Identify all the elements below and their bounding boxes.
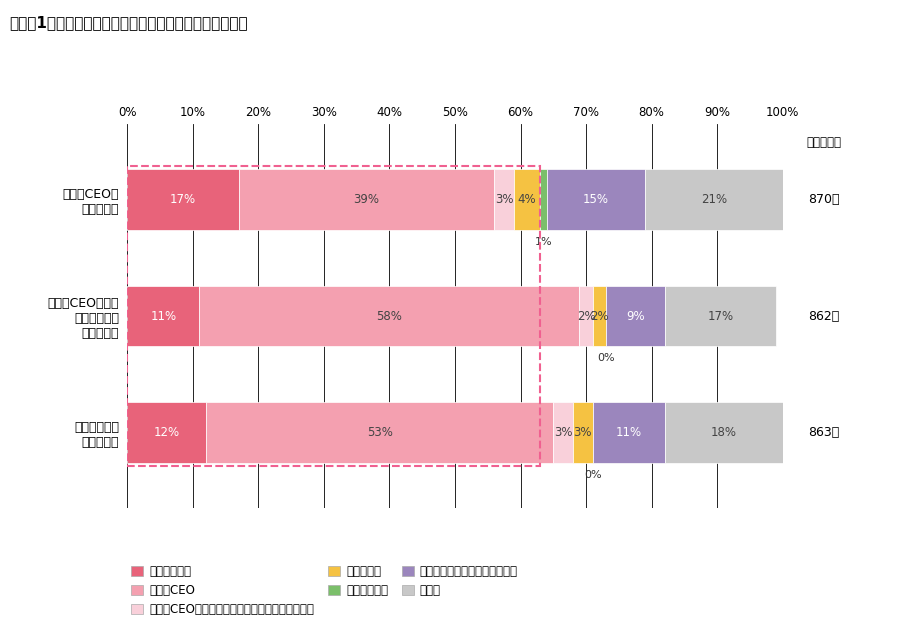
Text: 18%: 18% bbox=[711, 426, 736, 439]
Bar bbox=[541, 169, 547, 230]
Text: 11%: 11% bbox=[150, 310, 177, 322]
Text: 53%: 53% bbox=[367, 426, 392, 439]
Bar bbox=[127, 402, 206, 463]
Bar bbox=[206, 402, 553, 463]
Text: 862社: 862社 bbox=[808, 310, 839, 322]
Text: 39%: 39% bbox=[354, 193, 379, 206]
Text: 17%: 17% bbox=[707, 310, 733, 322]
Text: 4%: 4% bbox=[518, 193, 536, 206]
Text: 870社: 870社 bbox=[808, 193, 839, 206]
Text: 1%: 1% bbox=[535, 237, 552, 247]
Text: 3%: 3% bbox=[573, 426, 592, 439]
Bar bbox=[547, 169, 645, 230]
Bar bbox=[580, 286, 592, 347]
Bar bbox=[553, 402, 573, 463]
Text: 863社: 863社 bbox=[808, 426, 839, 439]
Text: 17%: 17% bbox=[170, 193, 197, 206]
Text: 有効回答数: 有効回答数 bbox=[806, 136, 841, 149]
Bar bbox=[592, 402, 664, 463]
Bar bbox=[127, 169, 238, 230]
Text: 2%: 2% bbox=[577, 310, 595, 322]
Bar bbox=[592, 286, 606, 347]
Text: 58%: 58% bbox=[377, 310, 402, 322]
Bar bbox=[199, 286, 580, 347]
Text: 【図表1】任期満了時の再任を最も左右する決定する主体: 【図表1】任期満了時の再任を最も左右する決定する主体 bbox=[9, 16, 248, 30]
Text: 15%: 15% bbox=[583, 193, 609, 206]
Text: 3%: 3% bbox=[554, 426, 572, 439]
Text: 2%: 2% bbox=[590, 310, 609, 322]
Bar bbox=[127, 286, 199, 347]
Bar bbox=[664, 402, 783, 463]
Bar bbox=[127, 166, 541, 466]
Text: 0%: 0% bbox=[597, 353, 614, 363]
Bar bbox=[645, 169, 783, 230]
Text: 9%: 9% bbox=[626, 310, 644, 322]
Text: 21%: 21% bbox=[701, 193, 727, 206]
Bar bbox=[606, 286, 664, 347]
Text: 0%: 0% bbox=[584, 470, 602, 480]
Bar bbox=[494, 169, 514, 230]
Text: 12%: 12% bbox=[154, 426, 180, 439]
Bar bbox=[514, 169, 541, 230]
Bar bbox=[238, 169, 494, 230]
Bar bbox=[664, 286, 776, 347]
Bar bbox=[573, 402, 592, 463]
Text: 11%: 11% bbox=[615, 426, 642, 439]
Text: 3%: 3% bbox=[495, 193, 513, 206]
Legend: 会長・副会長, 社長・CEO, 社長・CEO以外の社内取締役（人事担当役員等）, 社外取締役, 相談役・顧問, 影響力を持つ特定の主体はない, その他: 会長・副会長, 社長・CEO, 社長・CEO以外の社内取締役（人事担当役員等）,… bbox=[126, 560, 522, 620]
